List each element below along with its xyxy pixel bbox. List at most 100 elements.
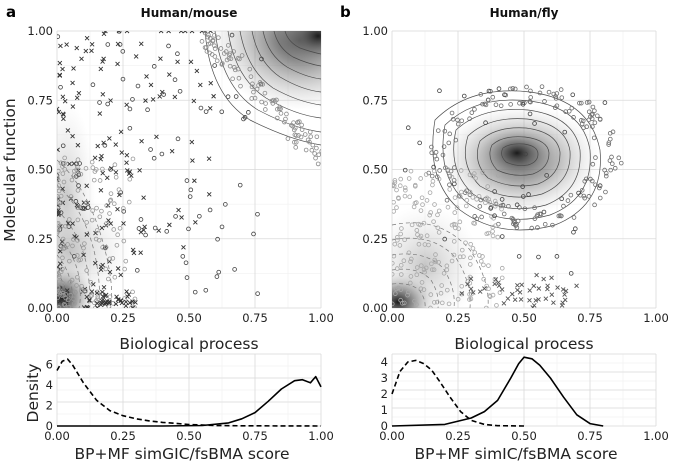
scatter-point-circle xyxy=(172,77,178,83)
scatter-point-circle xyxy=(82,241,87,246)
scatter-point-circle xyxy=(58,84,63,90)
scatter-point-circle xyxy=(203,288,209,293)
scatter-point-circle xyxy=(431,267,437,273)
scatter-point-circle xyxy=(532,216,538,221)
scatter-point-cross xyxy=(119,150,125,155)
scatter-point-circle xyxy=(57,225,60,231)
scatter-point-cross xyxy=(57,72,63,78)
scatter-point-circle xyxy=(537,211,543,217)
scatter-point-circle xyxy=(435,212,440,218)
x-tick-label: 0.75 xyxy=(577,311,603,325)
scatter-point-circle xyxy=(57,34,61,39)
scatter-point-cross xyxy=(562,292,567,297)
scatter-point-cross xyxy=(60,66,65,72)
scatter-point-circle xyxy=(57,220,61,226)
scatter-point-circle xyxy=(121,238,127,244)
scatter-point-circle xyxy=(121,209,126,214)
scatter-point-circle xyxy=(62,167,68,172)
scatter-point-circle xyxy=(83,200,89,206)
scatter-point-cross xyxy=(57,298,63,304)
scatter-point-circle xyxy=(464,197,470,203)
scatter-point-circle xyxy=(183,260,189,266)
scatter-point-cross xyxy=(158,31,164,34)
scatter-point-circle xyxy=(440,152,446,158)
scatter-point-circle xyxy=(487,293,492,299)
scatter-point-circle xyxy=(100,245,105,250)
scatter-point-circle xyxy=(454,205,460,210)
scatter-point-circle xyxy=(212,46,218,51)
scatter-point-cross xyxy=(555,285,560,290)
scatter-point-circle xyxy=(453,137,459,143)
scatter-point-circle xyxy=(216,35,221,40)
scatter-point-circle xyxy=(447,187,453,192)
scatter-point-circle xyxy=(441,144,447,149)
scatter-point-circle xyxy=(573,226,578,232)
scatter-point-cross xyxy=(84,304,90,308)
scatter-point-cross xyxy=(98,302,104,308)
scatter-point-circle xyxy=(456,226,461,231)
scatter-point-circle xyxy=(592,202,597,208)
scatter-point-circle xyxy=(93,236,99,242)
scatter-point-circle xyxy=(603,173,609,179)
scatter-point-circle xyxy=(263,107,268,112)
scatter-point-circle xyxy=(199,39,205,44)
y-tick-label: 1.00 xyxy=(362,24,388,38)
x-tick-label: 0.00 xyxy=(379,429,405,443)
scatter-point-circle xyxy=(60,161,66,166)
scatter-point-circle xyxy=(249,96,255,101)
scatter-point-circle xyxy=(428,305,433,308)
scatter-point-circle xyxy=(589,116,595,122)
scatter-point-cross xyxy=(101,140,106,146)
scatter-point-circle xyxy=(586,99,592,105)
scatter-point-circle xyxy=(226,52,232,58)
scatter-point-circle xyxy=(107,198,113,204)
scatter-point-circle xyxy=(527,99,533,104)
scatter-point-circle xyxy=(442,236,448,242)
scatter-point-circle xyxy=(423,265,429,271)
scatter-point-circle xyxy=(136,226,142,231)
scatter-point-circle xyxy=(71,237,76,242)
scatter-point-circle xyxy=(138,217,144,222)
scatter-point-circle xyxy=(497,290,503,295)
scatter-point-circle xyxy=(432,153,438,159)
scatter-point-circle xyxy=(406,289,411,295)
scatter-point-cross xyxy=(67,161,72,167)
scatter-point-circle xyxy=(569,105,575,111)
scatter-point-cross xyxy=(113,301,119,307)
scatter-point-circle xyxy=(292,125,298,131)
scatter-point-circle xyxy=(60,242,65,247)
scatter-point-circle xyxy=(405,125,411,131)
scatter-point-circle xyxy=(529,225,535,231)
scatter-point-cross xyxy=(126,292,132,297)
scatter-point-circle xyxy=(522,100,527,106)
scatter-point-circle xyxy=(467,192,473,198)
scatter-point-circle xyxy=(559,196,565,202)
scatter-point-cross xyxy=(98,187,104,193)
scatter-point-circle xyxy=(322,143,326,147)
scatter-point-circle xyxy=(57,168,61,174)
scatter-point-circle xyxy=(597,183,603,189)
scatter-point-cross xyxy=(560,287,566,292)
scatter-point-cross xyxy=(551,300,556,306)
scatter-point-cross xyxy=(477,289,483,294)
scatter-point-circle xyxy=(108,167,113,172)
scatter-point-circle xyxy=(197,23,201,27)
scatter-point-circle xyxy=(58,269,64,275)
scatter-point-cross xyxy=(197,82,203,88)
y-tick-label: 0.75 xyxy=(362,93,388,107)
scatter-point-circle xyxy=(214,58,220,64)
scatter-point-circle xyxy=(401,300,407,306)
scatter-point-cross xyxy=(208,31,213,34)
scatter-point-circle xyxy=(299,127,305,132)
scatter-point-circle xyxy=(451,252,457,258)
scatter-point-circle xyxy=(478,258,484,264)
scatter-point-circle xyxy=(420,202,425,207)
scatter-point-circle xyxy=(186,226,191,232)
scatter-point-circle xyxy=(412,298,417,304)
scatter-point-cross xyxy=(92,155,98,161)
scatter-point-circle xyxy=(610,129,616,135)
density-curve-solid xyxy=(57,375,322,427)
scatter-point-circle xyxy=(483,120,488,126)
scatter-point-circle xyxy=(485,97,491,103)
scatter-point-cross xyxy=(138,229,144,235)
